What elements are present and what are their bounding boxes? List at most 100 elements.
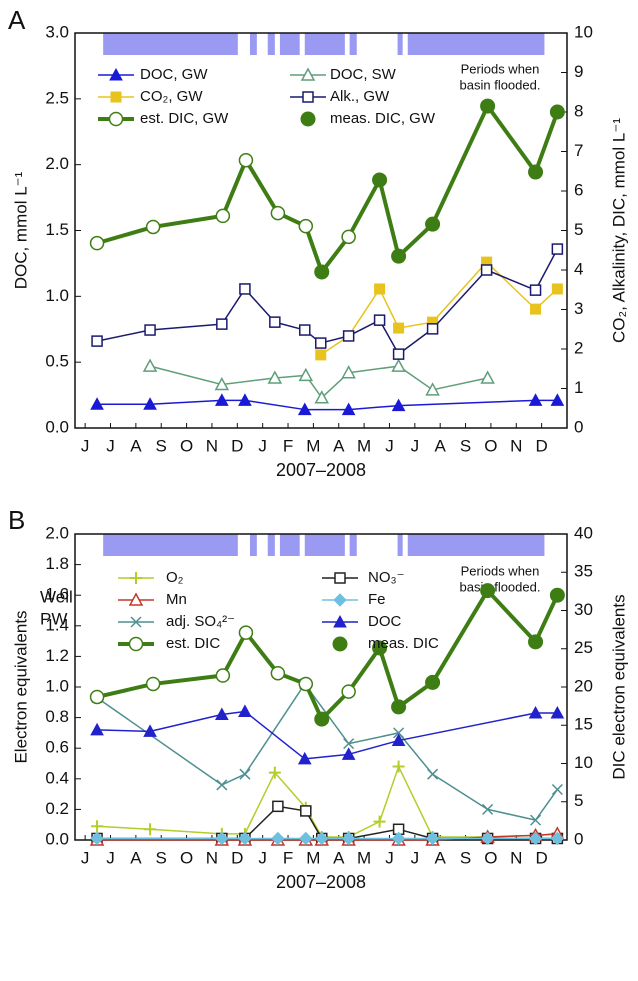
marker (427, 768, 439, 780)
series-line (96, 248, 559, 355)
marker (341, 365, 356, 379)
y-tick-label: 0.4 (45, 768, 69, 787)
annotation: Periods when (461, 563, 540, 578)
marker (482, 803, 494, 815)
y2-tick-label: 9 (574, 62, 583, 81)
x-tick-label: A (333, 848, 345, 867)
marker (143, 724, 157, 737)
marker (91, 820, 104, 833)
y2-tick-label: 8 (574, 101, 583, 120)
marker (90, 397, 104, 410)
marker (551, 283, 563, 295)
y2-tick-label: 40 (574, 523, 593, 542)
legend-label: est. DIC, GW (140, 110, 229, 127)
marker (374, 283, 386, 295)
marker (298, 676, 314, 692)
x-tick-label: J (81, 436, 90, 455)
legend-marker (302, 91, 314, 103)
x-tick-label: J (411, 436, 420, 455)
marker (272, 800, 284, 813)
x-tick-label: J (81, 848, 90, 867)
x-tick-label: N (206, 436, 218, 455)
legend-label: DOC (368, 613, 402, 630)
x-tick-label: N (510, 848, 522, 867)
y2-tick-label: 7 (574, 141, 583, 160)
legend-marker (128, 592, 144, 606)
x-tick-label: O (180, 848, 193, 867)
marker (214, 707, 229, 721)
flood-period (103, 534, 238, 556)
flood-period (279, 33, 300, 55)
flood-period (267, 534, 275, 556)
marker (215, 831, 229, 846)
y2-tick-label: 15 (574, 715, 593, 734)
x-tick-label: D (231, 436, 243, 455)
marker (528, 164, 544, 180)
marker (425, 674, 441, 690)
y2-tick-label: 25 (574, 638, 593, 657)
marker (392, 348, 405, 360)
marker (425, 831, 440, 846)
legend-marker (300, 111, 316, 127)
x-tick-label: M (357, 848, 371, 867)
marker (530, 303, 542, 315)
x-tick-label: D (231, 848, 243, 867)
annotation: basin flooded. (460, 579, 541, 594)
marker (341, 831, 356, 846)
marker (528, 634, 544, 650)
y2-tick-label: 10 (574, 22, 593, 41)
marker (480, 583, 496, 599)
y-tick-label: 3.0 (45, 22, 69, 41)
x-tick-label: S (156, 848, 167, 867)
marker (480, 264, 493, 276)
marker (215, 208, 231, 224)
marker (341, 684, 356, 699)
legend-label: meas. DIC, GW (330, 110, 436, 127)
x-tick-label: M (306, 436, 320, 455)
marker (342, 330, 355, 342)
annotation: Periods when (461, 61, 540, 76)
marker (551, 243, 564, 255)
marker (315, 349, 327, 361)
y2-tick-label: 20 (574, 676, 593, 695)
y2-tick-label: 4 (574, 259, 583, 278)
x-tick-label: O (484, 436, 497, 455)
marker (299, 324, 311, 336)
marker (425, 216, 441, 232)
marker (343, 738, 355, 750)
legend-marker (110, 91, 122, 103)
marker (238, 704, 252, 717)
flood-period (103, 33, 238, 55)
x-tick-label: J (411, 848, 420, 867)
flood-period (349, 534, 357, 556)
x-tick-label: D (535, 436, 547, 455)
marker (393, 322, 405, 334)
y-tick-label: 2.0 (45, 154, 69, 173)
marker (214, 393, 229, 406)
marker (391, 699, 407, 715)
marker (269, 316, 281, 328)
marker (373, 314, 386, 326)
marker (239, 283, 251, 295)
x-tick-label: F (283, 436, 293, 455)
y-tick-label: 2.0 (45, 523, 69, 542)
legend-label: NO₃⁻ (368, 569, 405, 586)
legend-marker (334, 572, 346, 584)
x-tick-label: J (106, 436, 115, 455)
marker (372, 172, 388, 188)
marker (298, 367, 314, 382)
legend-label: O₂ (166, 569, 184, 586)
y2-tick-label: 1 (574, 378, 583, 397)
marker (145, 219, 161, 235)
x-tick-label: S (460, 848, 471, 867)
legend-marker (130, 616, 142, 628)
legend-marker (130, 572, 142, 584)
x-tick-label: D (535, 848, 547, 867)
y-tick-label: 1.2 (45, 646, 69, 665)
y-tick-label: 1.4 (45, 615, 69, 634)
y2-axis-title: DIC electron equivalents (609, 594, 628, 779)
x-tick-label: J (258, 848, 267, 867)
marker (216, 318, 228, 330)
x-tick-label: A (333, 436, 345, 455)
marker (143, 397, 157, 410)
